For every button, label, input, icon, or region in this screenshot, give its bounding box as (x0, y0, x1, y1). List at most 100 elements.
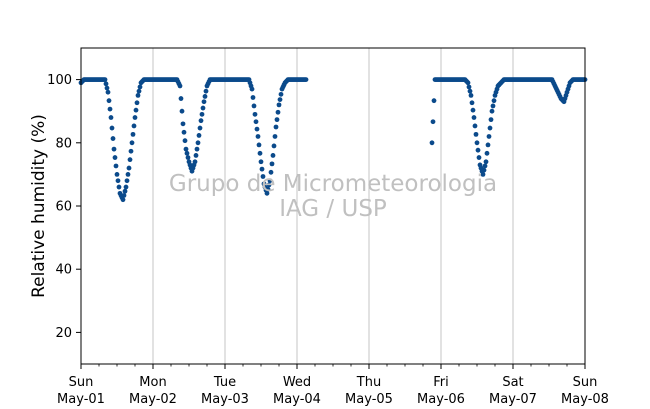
data-point (136, 88, 142, 94)
y-axis: 20 40 60 80 100 (47, 73, 81, 341)
data-point (102, 77, 108, 82)
data-point (131, 123, 137, 129)
data-point (120, 197, 126, 203)
data-point (135, 93, 141, 98)
y-tick-label: 100 (47, 73, 72, 88)
data-point (303, 77, 309, 82)
data-point (253, 119, 259, 125)
x-gridlines (152, 48, 514, 364)
data-point (129, 140, 135, 146)
data-point (468, 93, 474, 98)
data-point (178, 96, 184, 101)
data-point (182, 138, 188, 144)
data-point (122, 188, 128, 194)
data-point (183, 146, 189, 152)
x-tick-label: May-06 (417, 392, 465, 407)
data-point (192, 159, 198, 165)
data-point (201, 99, 207, 105)
data-point (274, 117, 280, 123)
data-point (256, 142, 262, 148)
data-point (270, 153, 276, 158)
data-point (133, 107, 139, 113)
data-point (109, 125, 115, 131)
y-tick-label: 20 (55, 326, 72, 341)
data-point (121, 193, 127, 198)
watermark-line-2: IAG / USP (279, 196, 387, 222)
data-point (255, 134, 261, 139)
x-tick-label: May-07 (489, 392, 537, 407)
data-point (252, 111, 258, 117)
data-point (254, 126, 260, 132)
data-point (110, 136, 116, 141)
x-tick-label: May-08 (561, 392, 609, 407)
data-point (481, 167, 487, 173)
data-point (484, 150, 490, 156)
data-points (78, 77, 588, 203)
data-point (465, 80, 471, 86)
watermark: Grupo de Micrometeorologia IAG / USP (169, 171, 497, 222)
x-tick-day: Wed (283, 375, 311, 390)
x-tick-label: May-03 (201, 392, 249, 407)
data-point (430, 119, 436, 125)
data-point (473, 131, 479, 137)
data-point (482, 163, 488, 169)
data-point (134, 100, 140, 106)
y-tick-label: 60 (55, 200, 72, 215)
x-tick-day: Sun (69, 375, 94, 390)
data-point (113, 163, 119, 169)
data-point (200, 105, 206, 111)
data-point (128, 148, 134, 154)
data-point (177, 83, 183, 89)
data-point (137, 84, 143, 90)
data-point (108, 115, 114, 120)
data-point (264, 190, 270, 196)
data-point (487, 125, 493, 131)
y-axis-label: Relative humidity (%) (29, 114, 49, 298)
data-point (266, 182, 272, 188)
x-tick-label: May-01 (57, 392, 105, 407)
data-point (179, 108, 185, 114)
data-point (275, 109, 281, 115)
x-axis: Sun May-01 Mon May-02 Tue May-03 Wed May-04 Thu M… (57, 364, 609, 407)
data-point (431, 98, 437, 104)
data-point (480, 172, 486, 177)
data-point (471, 115, 477, 120)
data-point (194, 146, 200, 152)
data-point (132, 115, 138, 120)
data-point (267, 178, 273, 184)
x-tick-day: Fri (433, 375, 449, 390)
data-point (107, 106, 113, 112)
data-point (180, 121, 186, 127)
data-point (472, 123, 478, 129)
data-point (257, 150, 263, 156)
data-point (259, 166, 265, 172)
data-point (249, 86, 255, 92)
data-point (115, 178, 121, 184)
y-tick-label: 40 (55, 263, 72, 278)
data-point (251, 103, 257, 109)
data-point (470, 107, 476, 113)
data-point (469, 100, 475, 106)
watermark-line-1: Grupo de Micrometeorologia (169, 171, 497, 197)
data-point (199, 111, 205, 117)
data-point (198, 118, 204, 124)
data-point (491, 98, 497, 104)
data-point (185, 155, 191, 160)
data-point (116, 184, 122, 190)
x-tick-day: Tue (213, 375, 236, 390)
x-tick-label: May-02 (129, 392, 177, 407)
data-point (195, 140, 201, 146)
data-point (260, 174, 266, 179)
data-point (104, 85, 110, 91)
data-point (271, 143, 277, 149)
data-point (476, 155, 482, 160)
data-point (475, 147, 481, 153)
data-point (105, 89, 111, 95)
data-point (486, 134, 492, 139)
data-point (127, 157, 133, 163)
data-point (197, 125, 203, 131)
data-point (278, 91, 284, 97)
data-point (268, 169, 274, 175)
data-point (193, 153, 199, 158)
